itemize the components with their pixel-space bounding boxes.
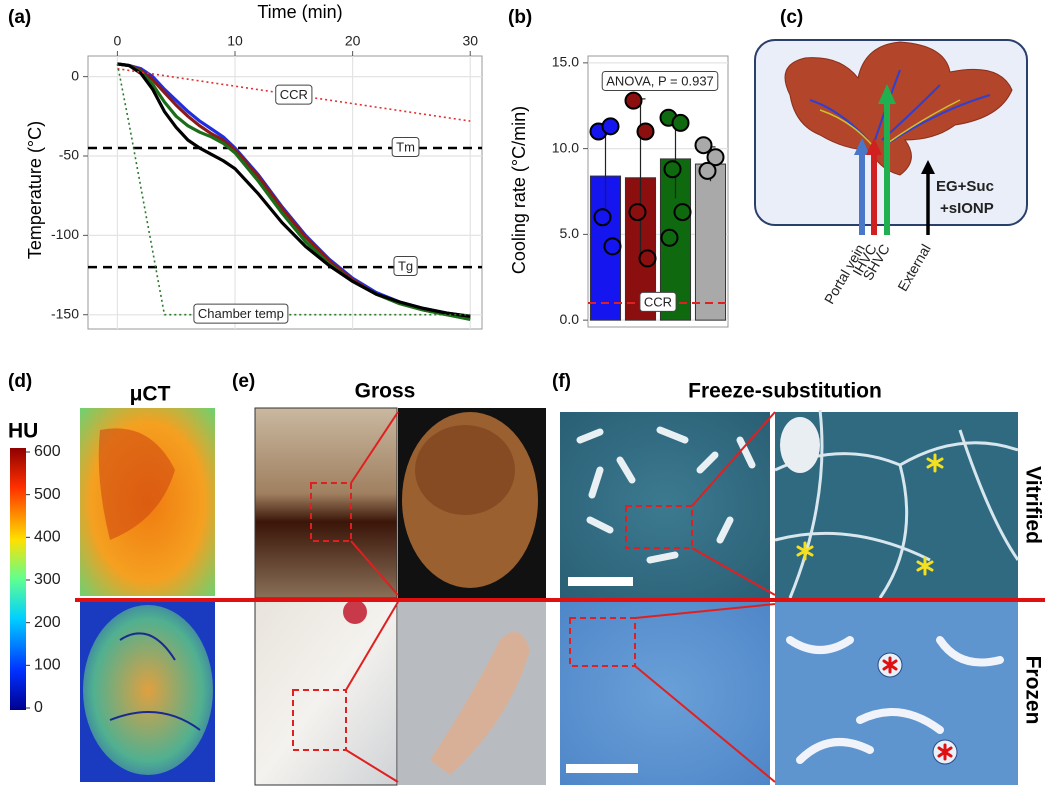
colorbar: [10, 448, 26, 710]
data-point: [660, 228, 679, 247]
line-label: CCR: [280, 87, 308, 102]
line-label: Tm: [396, 139, 415, 154]
y-tick-label: 10.0: [552, 139, 579, 155]
y-tick-label: 0.0: [560, 311, 580, 327]
bar: [694, 163, 727, 321]
line-label: ANOVA, P = 0.937: [606, 73, 714, 88]
data-point: [628, 203, 647, 222]
vessel-label: External: [894, 241, 934, 293]
label-box: [601, 70, 719, 91]
data-point: [603, 237, 622, 256]
infusion-label: EG+Suc: [936, 178, 994, 195]
colorbar-label: 500: [34, 486, 61, 503]
panel-label: (a): [8, 7, 31, 28]
colorbar-label: 600: [34, 443, 61, 460]
temperature-curve: [117, 62, 471, 318]
label-box: [391, 136, 420, 157]
gross-images: [254, 407, 546, 786]
x-tick-label: 0: [114, 33, 122, 49]
label-box: [639, 291, 677, 312]
x-tick-label: 30: [462, 33, 478, 49]
data-point: [601, 117, 620, 136]
section-title: μCT: [130, 383, 171, 406]
data-point: [663, 160, 682, 179]
data-point: [593, 208, 612, 227]
data-point: [698, 161, 717, 180]
y-tick-label: -100: [51, 226, 79, 242]
data-point: [673, 203, 692, 222]
panel-label: (e): [232, 371, 255, 392]
y-tick-label: 15.0: [552, 54, 579, 70]
y-axis-title: Cooling rate (°C/min): [509, 106, 529, 274]
line-label: CCR: [644, 294, 672, 309]
label-box: [275, 84, 313, 105]
y-axis-title: Temperature (°C): [25, 121, 45, 259]
data-point: [636, 122, 655, 141]
histology-images: [560, 409, 1020, 785]
data-point: [638, 249, 657, 268]
label-box: [393, 256, 418, 277]
x-tick-label: 10: [227, 33, 243, 49]
colorbar-label: 300: [34, 571, 61, 588]
colorbar-label: 200: [34, 614, 61, 631]
line-label: Chamber temp: [198, 306, 284, 321]
liver-diagram: [754, 39, 1028, 235]
y-tick-label: 5.0: [560, 225, 580, 241]
panel-label: (b): [508, 7, 532, 28]
x-axis-title: Time (min): [257, 2, 342, 22]
row-label: Frozen: [1021, 656, 1044, 725]
label-box: [193, 303, 289, 324]
infusion-label: +sIONP: [940, 200, 994, 217]
line-label: Tg: [398, 259, 413, 274]
y-tick-label: -50: [59, 147, 79, 163]
data-point: [694, 136, 713, 155]
colorbar-label: 100: [34, 657, 61, 674]
row-label: Vitrified: [1021, 466, 1044, 544]
colorbar-label: 0: [34, 699, 43, 716]
section-title: Freeze-substitution: [688, 380, 882, 403]
panel-label: (c): [780, 7, 803, 28]
y-tick-label: 0: [71, 67, 79, 83]
colorbar-label: 400: [34, 529, 61, 546]
data-point: [624, 91, 643, 110]
x-tick-label: 20: [345, 33, 361, 49]
data-point: [706, 148, 725, 167]
section-title: Gross: [355, 380, 416, 403]
data-point: [671, 113, 690, 132]
panel-label: (f): [552, 371, 571, 392]
y-tick-label: -150: [51, 305, 79, 321]
panel-label: (d): [8, 371, 32, 392]
ct-images: [80, 408, 215, 782]
colorbar-title: HU: [8, 420, 38, 443]
